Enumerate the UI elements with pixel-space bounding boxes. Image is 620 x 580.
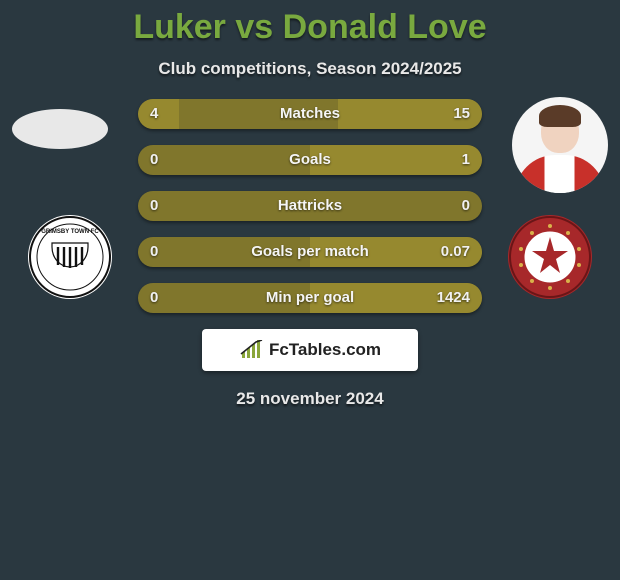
- bar-value-left: 0: [150, 283, 158, 313]
- chart-icon: [239, 340, 265, 360]
- stat-bar-row: Matches4 15: [138, 99, 482, 129]
- bar-value-left: 4: [150, 99, 158, 129]
- stat-bar-row: Hattricks0 0: [138, 191, 482, 221]
- bar-value-right: 1: [462, 145, 470, 175]
- bar-value-left: 0: [150, 191, 158, 221]
- date-text: 25 november 2024: [0, 389, 620, 409]
- stat-bar-row: Goals0 1: [138, 145, 482, 175]
- page-title: Luker vs Donald Love: [0, 0, 620, 47]
- stat-bar-row: Min per goal0 1424: [138, 283, 482, 313]
- brand-badge: FcTables.com: [202, 329, 418, 371]
- bar-label: Goals: [138, 145, 482, 175]
- svg-text:GRIMSBY TOWN FC: GRIMSBY TOWN FC: [41, 229, 99, 235]
- bar-value-left: 0: [150, 145, 158, 175]
- bar-value-right: 0.07: [441, 237, 470, 267]
- avatar-placeholder-icon: [12, 109, 108, 149]
- bar-value-left: 0: [150, 237, 158, 267]
- club-badge-right: [508, 215, 592, 299]
- brand-text: FcTables.com: [269, 340, 381, 360]
- hair-icon: [539, 105, 581, 127]
- bar-value-right: 15: [453, 99, 470, 129]
- bar-value-right: 0: [462, 191, 470, 221]
- bar-label: Goals per match: [138, 237, 482, 267]
- bar-label: Min per goal: [138, 283, 482, 313]
- subtitle: Club competitions, Season 2024/2025: [0, 59, 620, 79]
- shirt-icon: [515, 155, 605, 193]
- player-right-avatar: [512, 97, 608, 193]
- bar-value-right: 1424: [437, 283, 470, 313]
- stat-bars: Matches415Goals01Hattricks00Goals per ma…: [138, 97, 482, 313]
- player-left-avatar: [12, 97, 108, 193]
- club-badge-left: GRIMSBY TOWN FC: [28, 215, 112, 299]
- bar-label: Hattricks: [138, 191, 482, 221]
- bar-label: Matches: [138, 99, 482, 129]
- stat-bar-row: Goals per match0 0.07: [138, 237, 482, 267]
- comparison-panel: GRIMSBY TOWN FC Matches415Goals01Hattric…: [0, 97, 620, 313]
